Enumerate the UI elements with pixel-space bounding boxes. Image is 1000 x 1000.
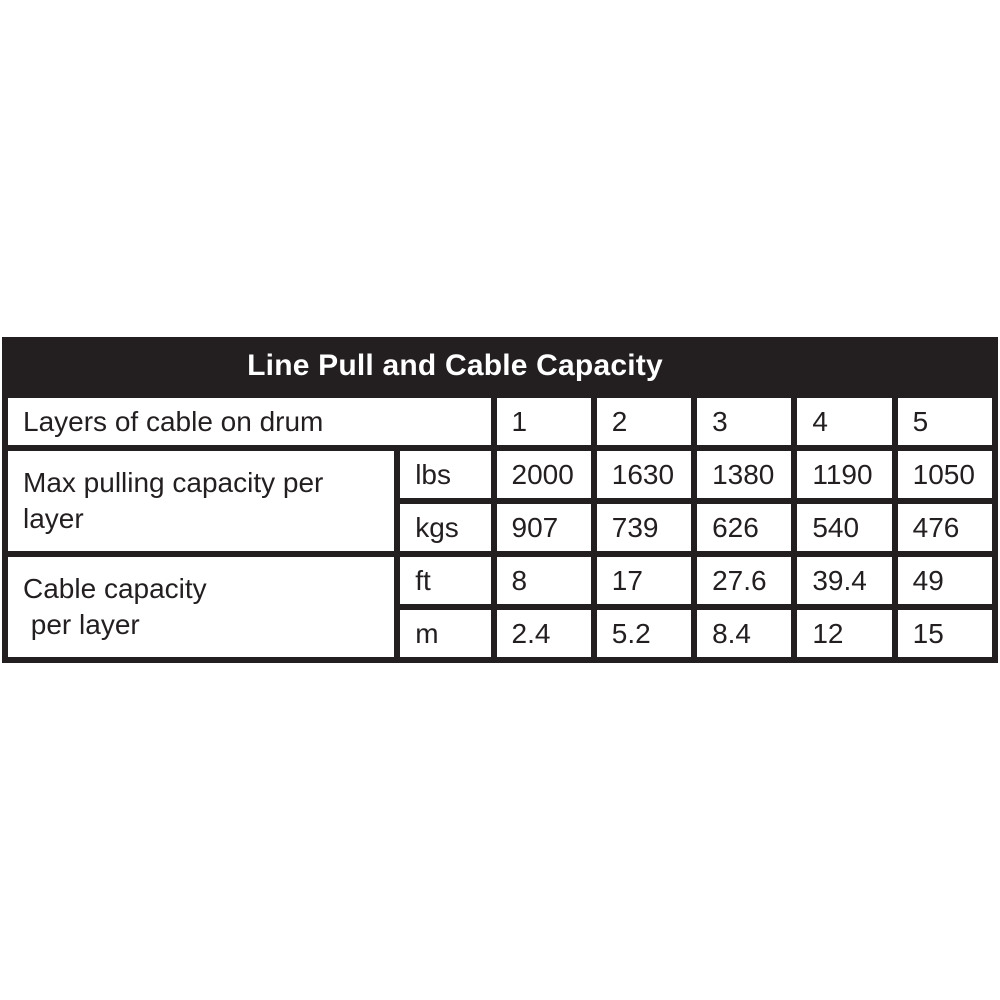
table-row-layers: Layers of cable on drum 1 2 3 4 5 (8, 398, 992, 445)
value-m-layer-3: 8.4 (697, 610, 792, 657)
value-m-layer-1: 2.4 (496, 610, 591, 657)
table-row-max-pull-kgs: kgs 907 739 626 540 476 (8, 504, 992, 551)
col-header-layer-5: 5 (897, 398, 992, 445)
value-lbs-layer-2: 1630 (596, 451, 692, 498)
value-kgs-layer-3: 626 (697, 504, 792, 551)
table-title: Line Pull and Cable Capacity (247, 349, 663, 382)
value-kgs-layer-4: 540 (797, 504, 892, 551)
value-lbs-layer-5: 1050 (897, 451, 992, 498)
row-header-layers: Layers of cable on drum (8, 398, 491, 445)
value-kgs-layer-5: 476 (897, 504, 992, 551)
unit-label-kgs: kgs (400, 504, 491, 551)
value-ft-layer-4: 39.4 (797, 557, 892, 604)
value-m-layer-5: 15 (897, 610, 992, 657)
unit-label-ft: ft (400, 557, 491, 604)
value-ft-layer-5: 49 (897, 557, 992, 604)
col-header-layer-4: 4 (797, 398, 892, 445)
value-kgs-layer-1: 907 (496, 504, 591, 551)
value-ft-layer-2: 17 (596, 557, 692, 604)
unit-label-m: m (400, 610, 491, 657)
value-ft-layer-3: 27.6 (697, 557, 792, 604)
row-header-cable-capacity: Cable capacity per layer (8, 557, 395, 657)
spec-table: Layers of cable on drum 1 2 3 4 5 Max pu… (2, 392, 998, 663)
value-m-layer-2: 5.2 (596, 610, 692, 657)
value-lbs-layer-4: 1190 (797, 451, 892, 498)
line-pull-capacity-table: Line Pull and Cable Capacity Layers of c… (2, 337, 998, 663)
table-row-max-pull-lbs: Max pulling capacity per layer lbs 2000 … (8, 451, 992, 551)
value-lbs-layer-1: 2000 (496, 451, 591, 498)
col-header-layer-3: 3 (697, 398, 792, 445)
row-header-max-pulling-capacity: Max pulling capacity per layer (8, 451, 395, 551)
col-header-layer-1: 1 (496, 398, 591, 445)
value-lbs-layer-3: 1380 (697, 451, 792, 498)
table-row-cable-capacity-m: m 2.4 5.2 8.4 12 15 (8, 610, 992, 657)
value-kgs-layer-2: 739 (596, 504, 692, 551)
value-m-layer-4: 12 (797, 610, 892, 657)
table-row-cable-capacity-ft: Cable capacity per layer ft 8 17 27.6 39… (8, 557, 992, 657)
value-ft-layer-1: 8 (496, 557, 591, 604)
col-header-layer-2: 2 (596, 398, 692, 445)
unit-label-lbs: lbs (400, 451, 491, 498)
